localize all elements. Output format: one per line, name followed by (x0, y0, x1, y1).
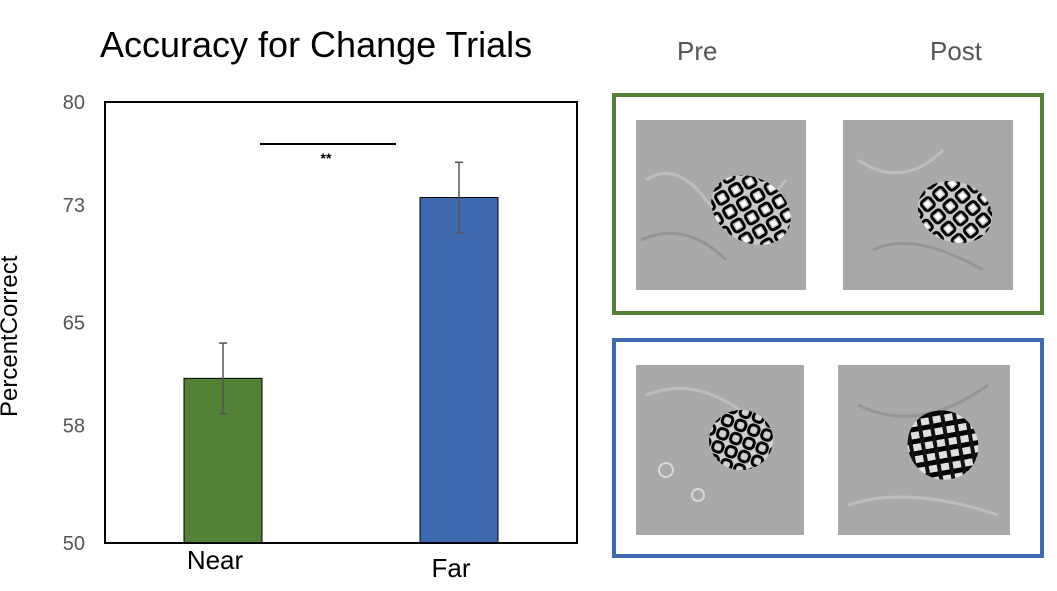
y-ticks: 50 58 65 73 80 (63, 92, 85, 555)
far-pre-image (636, 365, 804, 535)
error-bar-far (455, 161, 463, 234)
near-pre-image (636, 120, 806, 290)
error-bar-near (219, 342, 227, 415)
y-tick-label: 58 (63, 415, 85, 437)
y-tick-label: 73 (63, 195, 85, 217)
significance-marker: ** (321, 150, 332, 166)
bars (183, 197, 499, 544)
y-tick-label: 65 (63, 313, 85, 335)
category-labels: Near Far (187, 545, 471, 583)
bar-chart: 50 58 65 73 80 ** Near Far (63, 92, 578, 583)
chart-title: Accuracy for Change Trials (100, 24, 533, 65)
post-column-label: Post (930, 36, 983, 66)
far-post-image (838, 365, 1010, 535)
bar-far (419, 197, 499, 544)
category-label-near: Near (187, 545, 244, 575)
y-tick-label: 80 (63, 92, 85, 114)
error-bars (219, 161, 463, 415)
far-panel (612, 338, 1044, 558)
y-tick-label: 50 (63, 533, 85, 555)
near-post-image (843, 120, 1013, 290)
category-label-far: Far (432, 553, 471, 583)
plot-frame (104, 101, 578, 544)
near-panel (612, 93, 1044, 315)
pre-column-label: Pre (677, 36, 718, 66)
